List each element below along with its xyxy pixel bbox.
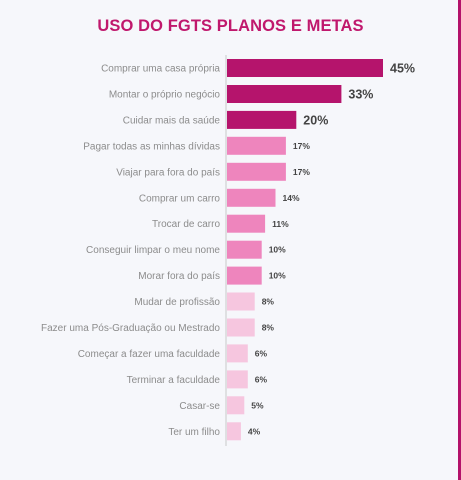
bar-1	[227, 85, 342, 103]
value-label-8: 10%	[269, 271, 286, 281]
bar-13	[227, 396, 245, 415]
bar-2	[227, 110, 297, 129]
value-label-13: 5%	[251, 400, 264, 410]
bar-11	[227, 344, 248, 363]
bar-0	[227, 59, 383, 77]
category-label-14: Ter um filho	[168, 427, 220, 438]
value-label-5: 14%	[283, 193, 300, 203]
chart-title: USO DO FGTS PLANOS E METAS	[97, 17, 364, 35]
value-label-9: 8%	[262, 297, 275, 307]
value-label-4: 17%	[293, 167, 310, 177]
value-label-7: 10%	[269, 245, 286, 255]
category-label-4: Viajar para fora do país	[116, 167, 220, 178]
value-label-12: 6%	[255, 375, 268, 385]
category-label-7: Conseguir limpar o meu nome	[86, 245, 220, 256]
value-label-11: 6%	[255, 349, 268, 359]
value-label-0: 45%	[390, 62, 415, 76]
bar-12	[227, 370, 248, 389]
category-label-9: Mudar de profissão	[134, 297, 220, 308]
value-label-10: 8%	[262, 323, 275, 333]
right-edge-accent	[458, 0, 461, 480]
category-label-12: Terminar a faculdade	[127, 375, 221, 386]
value-label-2: 20%	[303, 113, 328, 127]
category-label-10: Fazer uma Pós-Graduação ou Mestrado	[41, 323, 220, 334]
bar-5	[227, 188, 276, 207]
category-label-3: Pagar todas as minhas dívidas	[83, 141, 220, 152]
value-label-1: 33%	[348, 88, 373, 102]
category-label-2: Cuidar mais da saúde	[123, 115, 221, 126]
category-label-13: Casar-se	[179, 401, 220, 412]
bar-4	[227, 162, 286, 181]
category-label-5: Comprar um carro	[139, 193, 221, 204]
bar-6	[227, 214, 266, 233]
category-label-8: Morar fora do país	[138, 271, 220, 282]
value-label-14: 4%	[248, 426, 261, 436]
bar-8	[227, 266, 262, 285]
category-label-11: Começar a fazer uma faculdade	[78, 349, 221, 360]
category-label-0: Comprar uma casa própria	[101, 64, 220, 75]
bar-10	[227, 318, 255, 337]
category-label-6: Trocar de carro	[152, 219, 220, 230]
value-label-3: 17%	[293, 141, 310, 151]
bar-7	[227, 240, 262, 259]
bar-3	[227, 136, 286, 155]
bars-layer: Comprar uma casa própria 45% Montar o próp…	[41, 59, 415, 441]
value-label-6: 11%	[272, 219, 289, 229]
category-label-1: Montar o próprio negócio	[109, 90, 221, 101]
bar-14	[227, 422, 241, 441]
bar-9	[227, 292, 255, 311]
